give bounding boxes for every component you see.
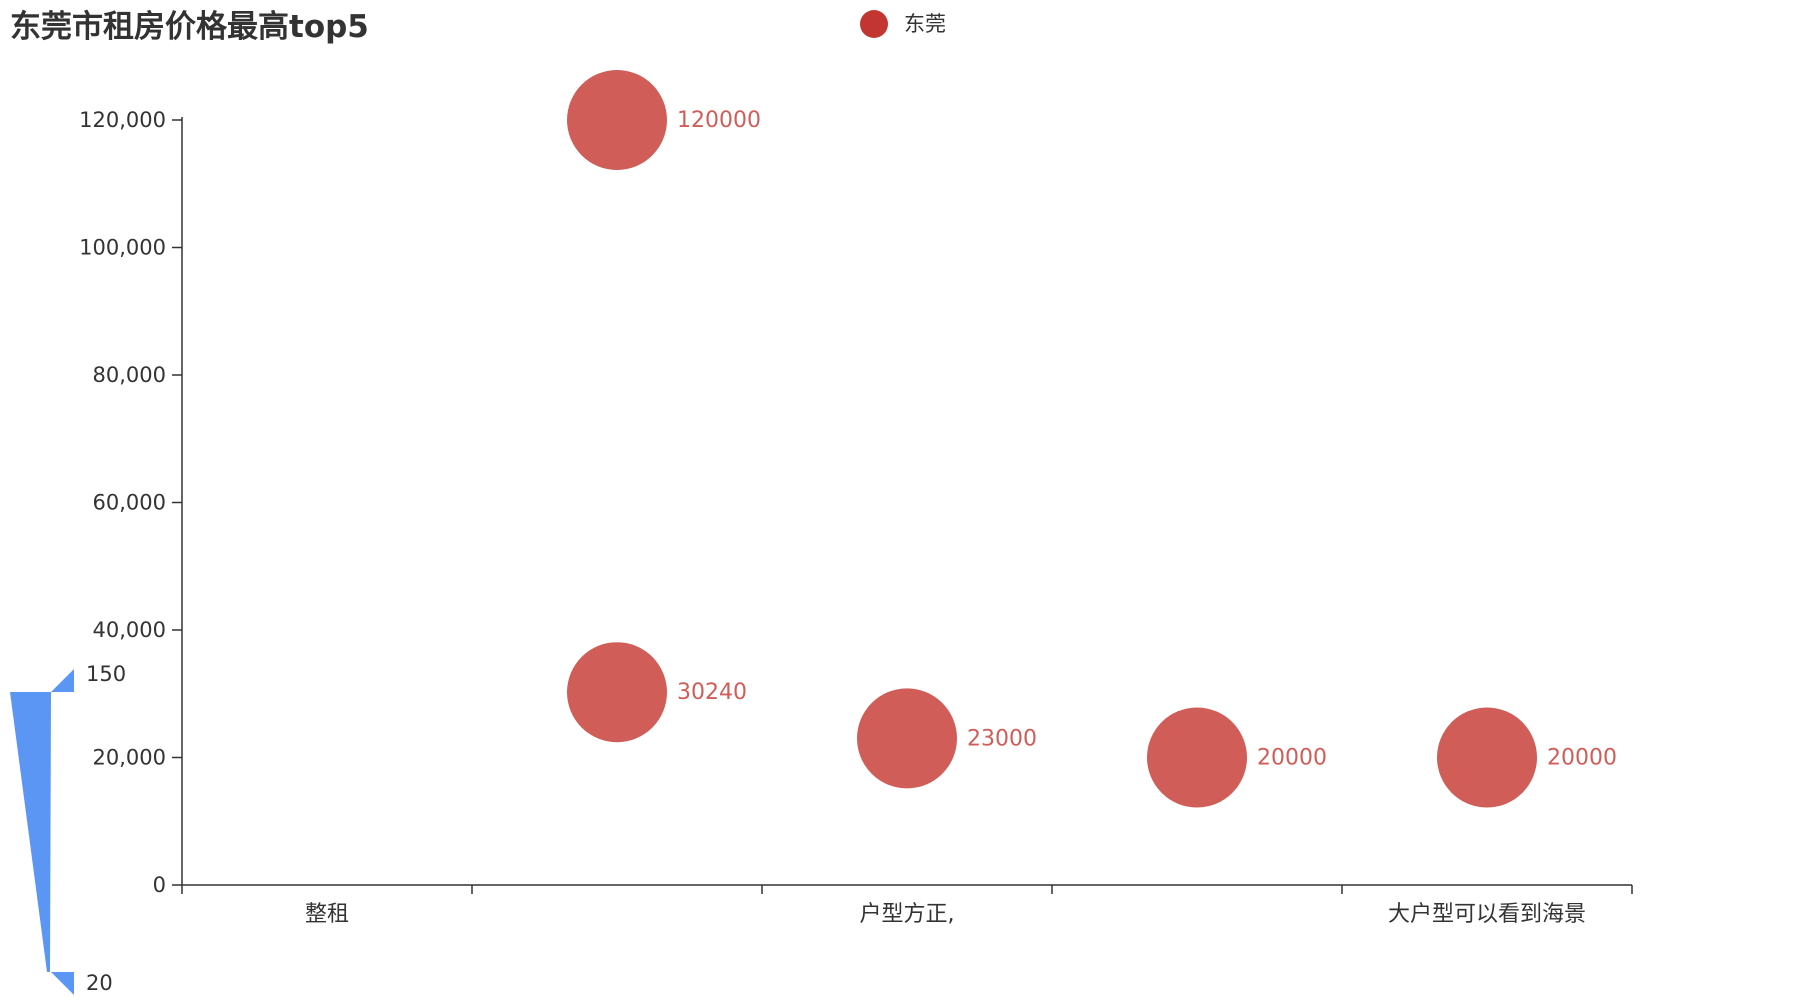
visual-map-min-handle[interactable] xyxy=(51,972,74,995)
visual-map-min-label: 20 xyxy=(86,971,113,995)
visual-map-max-handle[interactable] xyxy=(51,669,74,692)
chart-title: 东莞市租房价格最高top5 xyxy=(10,9,369,45)
scatter-point[interactable] xyxy=(567,642,667,743)
visual-map-max-label: 150 xyxy=(86,662,126,686)
scatter-point[interactable] xyxy=(1437,707,1537,808)
y-tick-label: 80,000 xyxy=(93,363,166,387)
data-points: 120000 30240 23000 20000 20000 xyxy=(567,70,1617,808)
x-tick-label: 户型方正, xyxy=(860,902,955,927)
y-tick-label: 40,000 xyxy=(93,618,166,642)
axes: 0 20,000 40,000 60,000 80,000 100,000 120,000 整… xyxy=(79,108,1633,927)
legend-marker xyxy=(860,10,888,38)
y-tick-label: 0 xyxy=(153,873,166,897)
legend[interactable]: 东莞 xyxy=(860,10,946,38)
x-tick-label: 整租 xyxy=(305,902,349,927)
scatter-point[interactable] xyxy=(1147,707,1247,808)
y-tick-label: 60,000 xyxy=(93,491,166,515)
y-tick-label: 120,000 xyxy=(79,108,166,132)
visual-map-gradient xyxy=(10,692,51,972)
data-label: 20000 xyxy=(1547,746,1617,771)
data-label: 20000 xyxy=(1257,746,1327,771)
scatter-point[interactable] xyxy=(567,70,667,170)
y-tick-label: 100,000 xyxy=(79,236,166,260)
data-label: 30240 xyxy=(677,680,747,705)
x-tick-label: 大户型可以看到海景 xyxy=(1388,902,1586,927)
legend-label: 东莞 xyxy=(904,12,946,36)
data-label: 120000 xyxy=(677,108,761,133)
scatter-point[interactable] xyxy=(857,688,957,789)
data-label: 23000 xyxy=(967,726,1037,751)
y-tick-label: 20,000 xyxy=(93,746,166,770)
visual-map[interactable]: 150 20 xyxy=(10,662,126,995)
